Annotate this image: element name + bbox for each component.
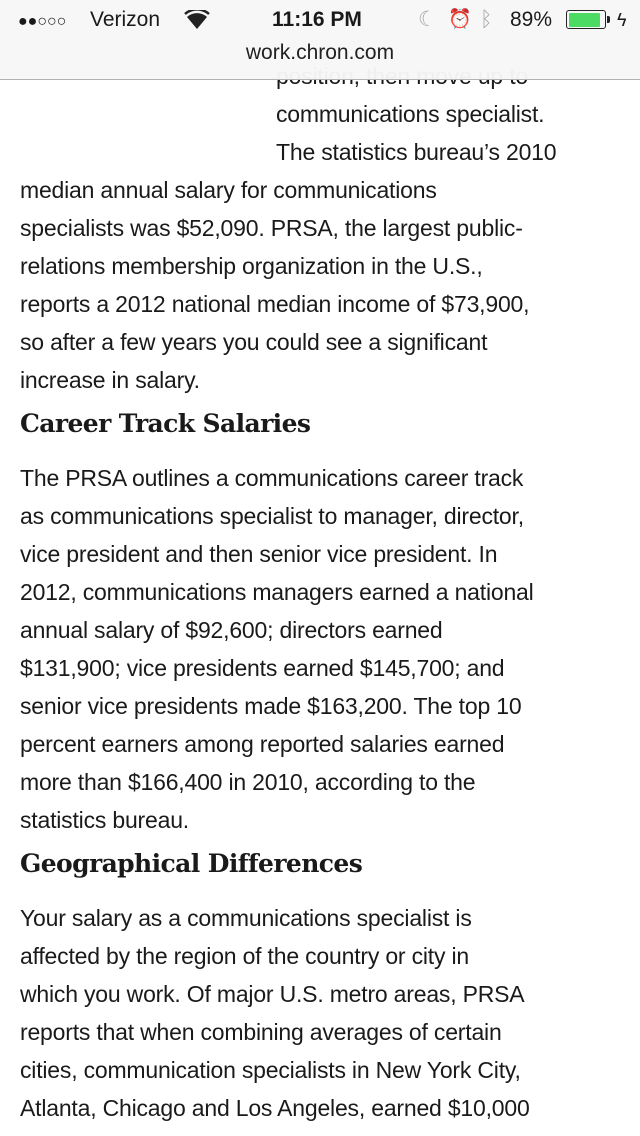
battery-percent: 89% — [510, 8, 553, 31]
carrier: Verizon — [90, 8, 161, 31]
battery-icon — [566, 10, 606, 29]
section-heading-career-track: Career Track Salaries — [20, 409, 311, 438]
wifi-icon — [184, 10, 210, 29]
bluetooth-icon: ᛒ — [480, 8, 493, 31]
article-text-line: cities, communication specialists in New… — [20, 1057, 521, 1083]
article-text-line: affected by the region of the country or… — [20, 943, 469, 969]
article-text-line: percent earners among reported salaries … — [20, 731, 505, 757]
article-text-line: vice president and then senior vice pres… — [20, 541, 498, 567]
article-text-line: Atlanta, Chicago and Los Angeles, earned… — [20, 1095, 530, 1121]
article-text-line: reports that when combining averages of … — [20, 1019, 502, 1045]
article-text-line: hooks... — [20, 1127, 99, 1136]
article-text-line: The PRSA outlines a communications caree… — [20, 465, 524, 491]
article-text-line: which you work. Of major U.S. metro area… — [20, 981, 525, 1007]
article-text-line: relations membership organization in the… — [20, 253, 483, 279]
clock: 11:16 PM — [272, 8, 362, 31]
section-heading-geographical: Geographical Differences — [20, 849, 363, 878]
browser-header: ●●○○○ Verizon 11:16 PM ☾ ⏰ ᛒ 89% ϟ work.… — [0, 0, 640, 80]
signal-strength: ●●○○○ — [18, 13, 67, 30]
article-text-line: Your salary as a communications speciali… — [20, 905, 472, 931]
article-text-line: senior vice presidents made $163,200. Th… — [20, 693, 522, 719]
article-text-line: reports a 2012 national median income of… — [20, 291, 530, 317]
article-text-line: 2012, communications managers earned a n… — [20, 579, 534, 605]
charging-icon: ϟ — [617, 10, 627, 30]
url-bar[interactable]: work.chron.com — [245, 41, 395, 64]
article-text-line: so after a few years you could see a sig… — [20, 329, 488, 355]
article-text-line: specialists was $52,090. PRSA, the large… — [20, 215, 523, 241]
article-text-line: as communications specialist to manager,… — [20, 503, 524, 529]
moon-icon: ☾ — [418, 8, 437, 31]
article-text-line: The statistics bureau’s 2010 — [276, 139, 557, 165]
article-text-line: statistics bureau. — [20, 807, 189, 833]
article-text-line: annual salary of $92,600; directors earn… — [20, 617, 443, 643]
alarm-icon: ⏰ — [448, 9, 472, 30]
article-text-line: $131,900; vice presidents earned $145,70… — [20, 655, 505, 681]
article-text-line: more than $166,400 in 2010, according to… — [20, 769, 476, 795]
battery-nub — [607, 16, 610, 23]
article-text-line: communications specialist. — [276, 101, 545, 127]
article-text-line: increase in salary. — [20, 367, 200, 393]
article-text-line: median annual salary for communications — [20, 177, 437, 203]
